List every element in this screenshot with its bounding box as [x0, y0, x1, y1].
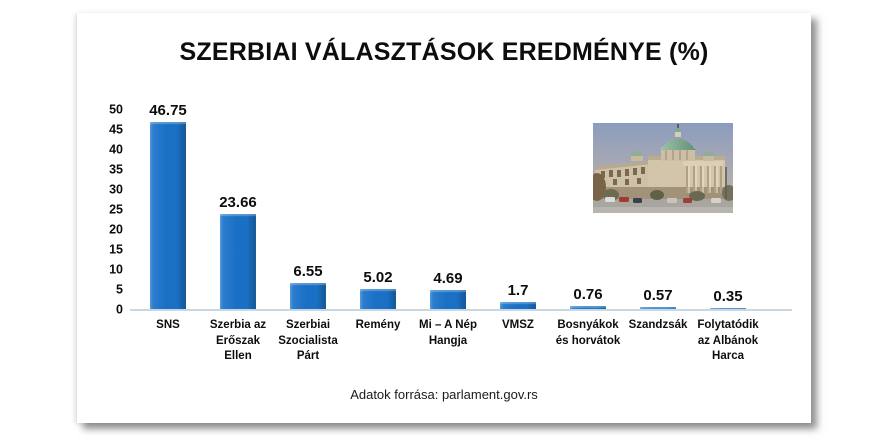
parliament-photo-graphic [593, 123, 733, 213]
bar [360, 288, 396, 309]
y-tick-label: 45 [109, 121, 123, 136]
bar-slots: 46.75 23.66 6.55 5.02 4.69 1.7 0.76 0.57 0.35 [133, 103, 763, 309]
bar-slot: 0.76 [553, 109, 623, 309]
bar-slot: 0.35 [693, 109, 763, 309]
bar [500, 302, 536, 309]
bar-value-label: 46.75 [149, 102, 187, 119]
x-category-label: VMSZ [502, 319, 534, 331]
x-axis-labels: SNS Szerbia az Erőszak Ellen Szerbiai Szoc… [133, 318, 763, 365]
y-tick-label: 25 [109, 201, 123, 216]
bar-value-label: 4.69 [433, 270, 463, 288]
chart-title: SZERBIAI VÁLASZTÁSOK EREDMÉNYE (%) [179, 38, 709, 66]
bar-slot: 46.75 [133, 103, 203, 309]
bar-slot: 5.02 [343, 109, 413, 309]
source-note: Adatok forrása: parlament.gov.rs [350, 387, 538, 402]
bar [290, 282, 326, 309]
bar-slot: 1.7 [483, 109, 553, 309]
bar-value-label: 6.55 [293, 262, 323, 280]
y-tick-label: 40 [109, 141, 123, 156]
x-category-label: Bosnyákok és horvátok [555, 319, 621, 347]
y-tick-label: 30 [109, 181, 123, 196]
bar [220, 214, 256, 309]
bar-value-label: 1.7 [507, 282, 529, 300]
x-category-label: Folytatódik az Albánok Harca [697, 319, 759, 363]
bar-value-label: 0.76 [573, 285, 603, 303]
bar-value-label: 0.57 [643, 286, 673, 304]
bar-value-label: 0.35 [713, 287, 743, 305]
x-category-label: SNS [156, 319, 180, 331]
bar-slot: 0.57 [623, 109, 693, 309]
bar [640, 306, 676, 309]
y-axis: 0 5 10 15 20 25 30 35 40 45 50 [77, 103, 123, 315]
y-tick-label: 50 [109, 101, 123, 116]
x-category-label: Szandzsák [628, 319, 688, 331]
x-category-label: Mi – A Nép Hangja [419, 319, 477, 347]
bar-value-label: 23.66 [219, 194, 257, 212]
plot-area: 46.75 23.66 6.55 5.02 4.69 1.7 0.76 0.57 0.35 [130, 103, 792, 311]
y-tick-label: 0 [116, 301, 123, 316]
x-category-label: Remény [355, 319, 401, 331]
y-tick-label: 20 [109, 221, 123, 236]
y-tick-label: 15 [109, 241, 123, 256]
bar-slot: 6.55 [273, 109, 343, 309]
bar [430, 290, 466, 309]
x-category-label: Szerbia az Erőszak Ellen [209, 319, 267, 363]
bar-slot: 23.66 [203, 109, 273, 309]
bar-value-label: 5.02 [363, 268, 393, 286]
bar-slot: 4.69 [413, 109, 483, 309]
y-tick-label: 35 [109, 161, 123, 176]
x-category-label: Szerbiai Szocialista Párt [278, 319, 338, 363]
bar [710, 307, 746, 309]
bar [150, 122, 186, 309]
bar [570, 305, 606, 309]
parliament-photo [593, 123, 733, 213]
y-tick-label: 5 [116, 281, 123, 296]
y-tick-label: 10 [109, 261, 123, 276]
x-axis-line [130, 309, 792, 311]
chart-card: SZERBIAI VÁLASZTÁSOK EREDMÉNYE (%) [77, 13, 811, 423]
